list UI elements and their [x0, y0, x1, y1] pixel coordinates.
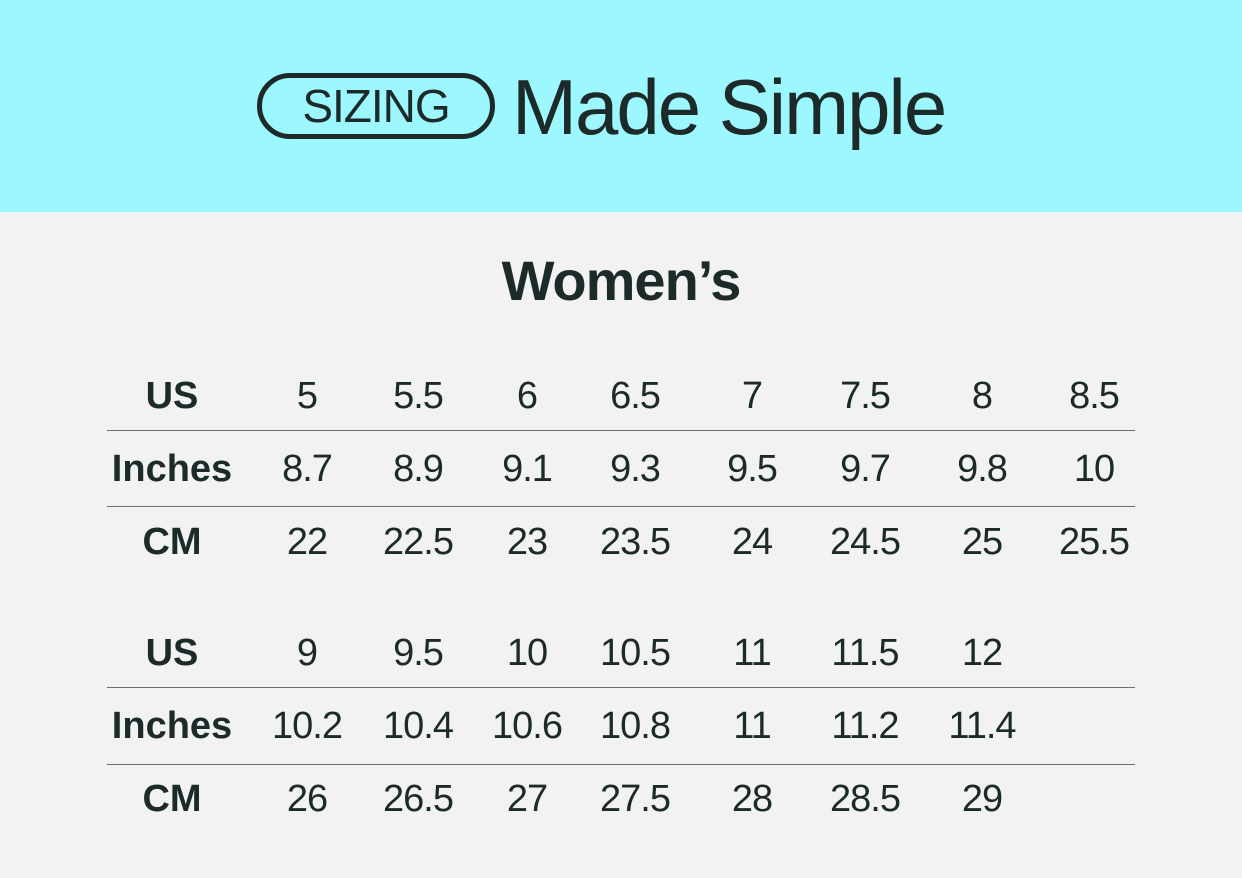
table-cell: 28.5 — [830, 778, 901, 820]
table-cell: 27 — [506, 778, 548, 820]
row-label: Inches — [111, 705, 233, 747]
table-cell: 25 — [961, 521, 1003, 563]
table-cell: 22 — [286, 521, 328, 563]
row-label: US — [145, 375, 199, 417]
table-row-inches: Inches 10.2 10.4 10.6 10.8 11 11.2 11.4 — [0, 701, 1242, 751]
table-cell: 5.5 — [393, 375, 444, 417]
table-cell: 9.7 — [840, 448, 891, 490]
table-cell: 29 — [961, 778, 1003, 820]
table-cell: 26.5 — [383, 778, 454, 820]
table-cell: 11 — [733, 705, 771, 747]
row-label: CM — [142, 778, 202, 820]
table-cell: 28 — [731, 778, 773, 820]
row-divider — [107, 764, 1135, 765]
table-cell: 11.5 — [831, 632, 899, 674]
table-row-us: US 9 9.5 10 10.5 11 11.5 12 — [0, 628, 1242, 678]
table-cell: 26 — [286, 778, 328, 820]
table-cell: 10.6 — [492, 705, 563, 747]
table-cell: 9 — [296, 632, 318, 674]
row-label: US — [145, 632, 199, 674]
table-cell: 11.4 — [948, 705, 1016, 747]
table-cell: 8.5 — [1069, 375, 1120, 417]
table-cell: 10.5 — [600, 632, 671, 674]
table-cell: 24.5 — [830, 521, 901, 563]
table-cell: 9.5 — [393, 632, 444, 674]
table-cell: 11.2 — [831, 705, 899, 747]
table-cell: 10.4 — [383, 705, 454, 747]
table-cell: 10 — [1073, 448, 1115, 490]
table-cell: 23.5 — [600, 521, 671, 563]
table-cell: 25.5 — [1059, 521, 1130, 563]
table-row-cm: CM 26 26.5 27 27.5 28 28.5 29 — [0, 774, 1242, 824]
table-cell: 7.5 — [840, 375, 891, 417]
table-cell: 24 — [731, 521, 773, 563]
table-row-us: US 5 5.5 6 6.5 7 7.5 8 8.5 — [0, 371, 1242, 421]
table-cell: 10 — [506, 632, 548, 674]
table-cell: 8.9 — [393, 448, 444, 490]
table-cell: 12 — [961, 632, 1003, 674]
table-row-cm: CM 22 22.5 23 23.5 24 24.5 25 25.5 — [0, 517, 1242, 567]
table-cell: 10.2 — [272, 705, 343, 747]
sizing-badge: SIZING — [257, 73, 495, 139]
table-cell: 8 — [971, 375, 993, 417]
table-cell: 23 — [506, 521, 548, 563]
table-cell: 9.1 — [502, 448, 553, 490]
header-banner: SIZING Made Simple — [0, 0, 1242, 212]
section-title: Women’s — [501, 249, 742, 312]
row-label: Inches — [111, 448, 233, 490]
table-cell: 7 — [741, 375, 763, 417]
table-cell: 10.8 — [600, 705, 671, 747]
row-divider — [107, 687, 1135, 688]
table-cell: 11 — [733, 632, 771, 674]
table-cell: 9.5 — [727, 448, 778, 490]
table-cell: 9.3 — [610, 448, 661, 490]
row-divider — [107, 506, 1135, 507]
table-cell: 27.5 — [600, 778, 671, 820]
table-cell: 6 — [516, 375, 538, 417]
table-row-inches: Inches 8.7 8.9 9.1 9.3 9.5 9.7 9.8 10 — [0, 444, 1242, 494]
headline: Made Simple — [512, 63, 947, 151]
table-cell: 9.8 — [957, 448, 1008, 490]
table-cell: 5 — [296, 375, 318, 417]
table-cell: 22.5 — [383, 521, 454, 563]
row-divider — [107, 430, 1135, 431]
table-cell: 6.5 — [610, 375, 661, 417]
table-cell: 8.7 — [282, 448, 333, 490]
row-label: CM — [142, 521, 202, 563]
